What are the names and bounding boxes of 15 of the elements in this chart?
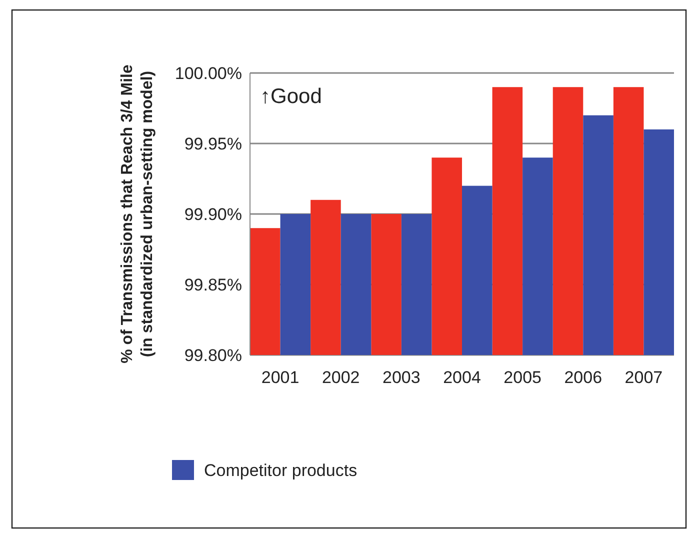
x-tick-label: 2002 [322,368,360,387]
annotation: ↑Good [260,85,322,108]
x-tick-label: 2004 [443,368,481,387]
y-tick-label: 100.00% [174,64,242,83]
y-tick-label: 99.85% [184,275,242,294]
x-tick-label: 2007 [624,368,663,387]
y-tick-label: 99.90% [184,204,242,224]
y-tick-label: 99.80% [184,346,242,365]
x-tick-label: 2001 [261,368,300,387]
x-tick-label: 2005 [504,368,542,387]
x-tick-label: 2003 [382,368,420,387]
x-tick-label: 2006 [564,368,602,387]
y-tick-label: 99.95% [184,134,242,154]
legend-label: Competitor products [204,461,358,480]
y-axis-title: % of Transmissions that Reach 3/4 Mile (in standardized urban-setting model) [119,64,156,364]
